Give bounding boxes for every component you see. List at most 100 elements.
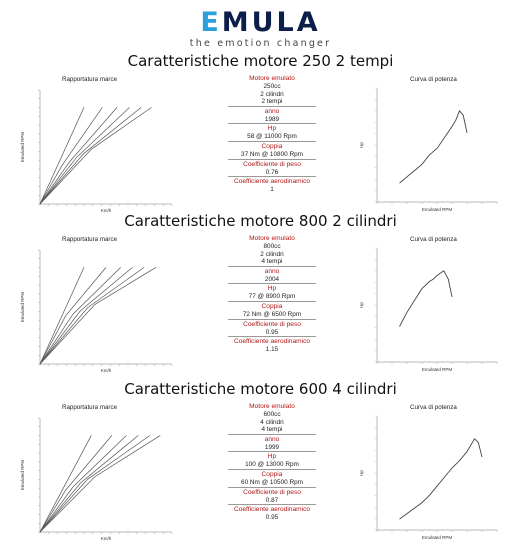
spec-value: 0.76 [265,168,279,176]
spec-value: 37 Nm @ 10800 Rpm [241,150,303,158]
spec-value: 0.95 [265,328,279,336]
engine-section: Caratteristiche motore 250 2 tempi Rappor… [0,52,521,213]
section-title: Caratteristiche motore 600 4 cilindri [124,380,397,398]
spec-heading: anno [228,433,316,444]
spec-heading: Coefficiente di peso [228,158,316,169]
gear-line [39,267,157,365]
spec-value: 250cc [263,83,281,90]
gear-line [39,435,113,533]
y-axis-label: Emulated RPM [20,460,25,491]
spec-value: 600cc [263,411,281,418]
section-title: Caratteristiche motore 250 2 tempi [127,52,394,70]
gear-line [39,267,145,365]
spec-value: 2 tempi [261,98,283,106]
spec-heading: Hp [228,451,316,461]
spec-heading: Coppia [228,300,316,311]
spec-table: Motore emulato 250cc 2 cilindri 2 tempi anno… [228,74,316,194]
gear-line [39,107,142,205]
gear-ratio-chart: Emulated RPM Km/h [20,417,173,541]
spec-value: 58 @ 11000 Rpm [247,133,297,141]
gear-line [39,435,92,533]
spec-value: 60 Nm @ 10500 Rpm [241,478,303,486]
gear-line [39,107,130,205]
spec-heading: Coefficiente aerodinamico [228,176,316,186]
spec-value: 4 tempi [261,426,283,434]
gear-line [39,435,139,533]
x-axis-label: Km/h [101,536,112,541]
spec-heading: Coppia [228,140,316,151]
spec-heading: Coefficiente di peso [228,318,316,329]
spec-value: 2 cilindri [260,90,284,98]
power-curve-chart: Hp Emulated RPM [359,415,498,540]
spec-value: 0.95 [265,514,279,522]
gear-line [39,107,118,205]
gear-chart-title: Rapportatura marce [62,404,118,411]
spec-value: 0.87 [265,496,279,504]
brand-logo: EMULA the emotion changer [0,8,521,50]
y-axis-label: Hp [359,470,364,476]
spec-value: 77 @ 8900 Rpm [248,293,296,301]
gear-line [39,267,107,365]
power-chart-title: Curva di potenza [410,236,457,243]
gear-line [39,267,85,365]
spec-table: Motore emulato 800cc 2 cilindri 4 tempi anno… [228,234,316,354]
spec-value: 800cc [263,243,281,250]
gear-line [39,107,103,205]
gear-line [39,435,151,533]
gear-ratio-chart: Emulated RPM Km/h [20,89,173,213]
spec-value: 1989 [264,115,280,123]
gear-line [39,107,85,205]
engine-section: Caratteristiche motore 800 2 cilindri Rap… [0,212,521,373]
power-chart-title: Curva di potenza [410,404,457,411]
x-axis-label: Km/h [101,208,112,213]
spec-value: 4 cilindri [260,418,284,426]
power-line [399,270,453,327]
y-axis-label: Hp [359,302,364,308]
gear-line [39,435,161,533]
brand-tagline: the emotion changer [189,38,332,49]
spec-heading: Motore emulato [249,403,295,410]
gear-ratio-chart: Emulated RPM Km/h [20,249,173,373]
x-axis-label: Km/h [101,368,112,373]
gear-chart-title: Rapportatura marce [62,236,118,243]
spec-value: 4 tempi [261,258,283,266]
power-line [399,438,483,520]
spec-heading: Coppia [228,468,316,479]
spec-heading: Coefficiente aerodinamico [228,336,316,346]
spec-value: 2004 [264,275,280,283]
x-axis-label: Emulated RPM [422,535,453,540]
spec-heading: Coefficiente di peso [228,486,316,497]
spec-heading: anno [228,265,316,276]
gear-line [39,267,133,365]
x-axis-label: Emulated RPM [422,207,453,212]
gear-line [39,267,121,365]
spec-heading: Hp [228,283,316,293]
section-title: Caratteristiche motore 800 2 cilindri [124,212,397,230]
spec-value: 1999 [264,443,280,451]
spec-heading: Hp [228,123,316,133]
y-axis-label: Emulated RPM [20,292,25,323]
y-axis-label: Hp [359,142,364,148]
power-curve-chart: Hp Emulated RPM [359,247,498,372]
spec-table: Motore emulato 600cc 4 cilindri 4 tempi anno… [228,402,316,522]
spec-value: 2 cilindri [260,250,284,258]
brand-wordmark-e: E [200,7,222,38]
x-axis-label: Emulated RPM [422,367,453,372]
spec-heading: Motore emulato [249,75,295,82]
spec-heading: Coefficiente aerodinamico [228,504,316,514]
gear-line [39,107,152,205]
spec-value: 100 @ 13000 Rpm [245,461,299,469]
brand-wordmark-rest: MULA [221,7,321,38]
engine-section: Caratteristiche motore 600 4 cilindri Rap… [0,380,521,541]
gear-chart-title: Rapportatura marce [62,76,118,83]
power-curve-chart: Hp Emulated RPM [359,87,498,212]
spec-value: 72 Nm @ 6500 Rpm [242,310,302,318]
spec-value: 1.15 [265,346,279,354]
power-chart-title: Curva di potenza [410,76,457,83]
y-axis-label: Emulated RPM [20,132,25,163]
spec-value: 1 [270,186,274,194]
spec-heading: Motore emulato [249,235,295,242]
gear-line [39,435,127,533]
power-line [399,109,468,184]
spec-heading: anno [228,105,316,116]
